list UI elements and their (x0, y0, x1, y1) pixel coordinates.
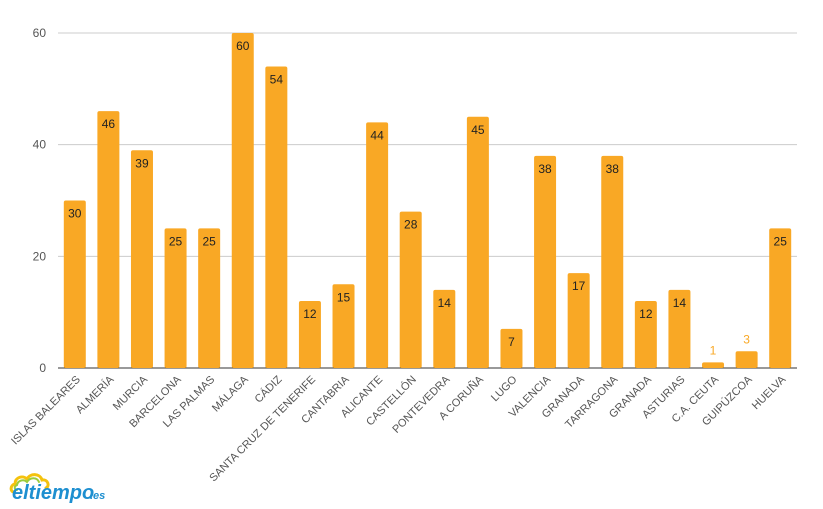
bar (769, 228, 792, 368)
data-label: 25 (774, 234, 788, 248)
data-label: 25 (202, 234, 216, 248)
y-axis-ticks: 0 20 40 60 (33, 26, 47, 375)
data-label: 46 (102, 117, 116, 131)
data-label: 54 (270, 73, 284, 87)
data-label: 39 (135, 156, 149, 170)
y-tick-label: 0 (39, 361, 46, 375)
bar (567, 273, 590, 368)
data-label: 7 (508, 335, 515, 349)
bar (634, 301, 657, 368)
data-labels: 30 46 39 25 25 60 54 12 15 44 28 14 45 7 38 17 38 12 14 1 3 2… (68, 39, 787, 357)
data-label: 38 (538, 162, 552, 176)
bar (130, 150, 153, 368)
x-tick-label: CÁDIZ (252, 373, 285, 406)
data-label: 14 (673, 296, 687, 310)
x-tick-label: MÁLAGA (209, 372, 251, 414)
bar (668, 289, 691, 368)
bar (332, 284, 355, 368)
x-axis-labels: ISLAS BALEARESALMERÍAMURCIABARCELONALAS … (9, 372, 789, 484)
bar (298, 301, 321, 368)
bar (63, 200, 86, 368)
bar (198, 228, 221, 368)
y-tick-label: 60 (33, 26, 47, 40)
bars (63, 33, 792, 369)
data-label: 60 (236, 39, 250, 53)
data-label: 15 (337, 290, 351, 304)
logo-tld: .es (90, 490, 105, 502)
x-tick-label: ISLAS BALEARES (9, 374, 83, 448)
data-label: 14 (438, 296, 452, 310)
data-label: 12 (303, 307, 317, 321)
data-label: 3 (743, 332, 750, 346)
y-tick-label: 20 (33, 249, 47, 263)
x-tick-label: PONTEVEDRA (390, 373, 453, 436)
bar (366, 122, 389, 368)
bar (97, 111, 120, 369)
data-label: 12 (639, 307, 653, 321)
data-label: 45 (471, 123, 485, 137)
data-label: 44 (370, 128, 384, 142)
bar (265, 66, 288, 368)
bar (702, 362, 725, 368)
bar (500, 328, 523, 368)
bar (735, 351, 758, 368)
data-label: 17 (572, 279, 586, 293)
bar (601, 155, 624, 368)
bar (534, 155, 557, 368)
data-label: 28 (404, 218, 418, 232)
data-label: 30 (68, 207, 82, 221)
y-tick-label: 40 (33, 138, 47, 152)
data-label: 1 (710, 343, 717, 357)
bar (399, 211, 422, 368)
eltiempo-logo: eltiempo .es (9, 473, 105, 504)
logo-text: eltiempo (12, 482, 94, 504)
bar (466, 116, 489, 368)
bar (164, 228, 187, 368)
cloud-icon (9, 473, 50, 494)
x-tick-label: LUGO (489, 373, 520, 404)
data-label: 38 (606, 162, 620, 176)
bar (231, 33, 254, 368)
bar (433, 289, 456, 368)
x-tick-label: HUELVA (750, 373, 789, 412)
data-label: 25 (169, 234, 183, 248)
